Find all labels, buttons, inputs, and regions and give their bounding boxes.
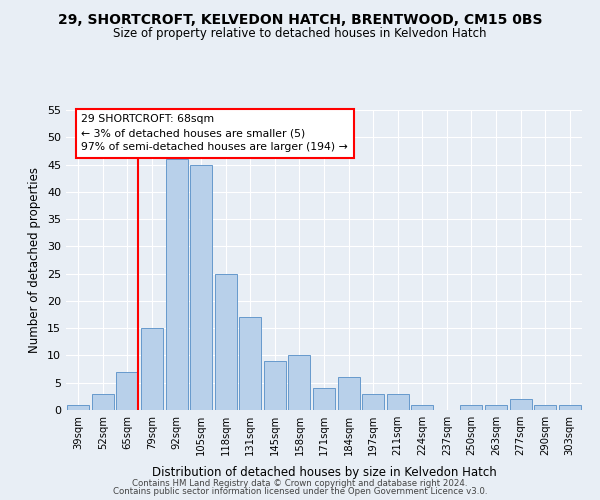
Text: 29 SHORTCROFT: 68sqm
← 3% of detached houses are smaller (5)
97% of semi-detache: 29 SHORTCROFT: 68sqm ← 3% of detached ho…: [82, 114, 348, 152]
Bar: [215, 274, 237, 410]
Bar: [460, 404, 482, 410]
Text: Contains HM Land Registry data © Crown copyright and database right 2024.: Contains HM Land Registry data © Crown c…: [132, 478, 468, 488]
Text: 29, SHORTCROFT, KELVEDON HATCH, BRENTWOOD, CM15 0BS: 29, SHORTCROFT, KELVEDON HATCH, BRENTWOO…: [58, 12, 542, 26]
Bar: [141, 328, 163, 410]
Bar: [92, 394, 114, 410]
Bar: [509, 399, 532, 410]
Bar: [338, 378, 359, 410]
Text: Size of property relative to detached houses in Kelvedon Hatch: Size of property relative to detached ho…: [113, 28, 487, 40]
Bar: [190, 164, 212, 410]
Bar: [559, 404, 581, 410]
Bar: [289, 356, 310, 410]
Bar: [116, 372, 139, 410]
Bar: [485, 404, 507, 410]
Bar: [166, 159, 188, 410]
Text: Contains public sector information licensed under the Open Government Licence v3: Contains public sector information licen…: [113, 487, 487, 496]
Bar: [386, 394, 409, 410]
Bar: [411, 404, 433, 410]
Bar: [239, 318, 262, 410]
Bar: [362, 394, 384, 410]
Bar: [67, 404, 89, 410]
X-axis label: Distribution of detached houses by size in Kelvedon Hatch: Distribution of detached houses by size …: [152, 466, 496, 479]
Bar: [313, 388, 335, 410]
Bar: [534, 404, 556, 410]
Y-axis label: Number of detached properties: Number of detached properties: [28, 167, 41, 353]
Bar: [264, 361, 286, 410]
